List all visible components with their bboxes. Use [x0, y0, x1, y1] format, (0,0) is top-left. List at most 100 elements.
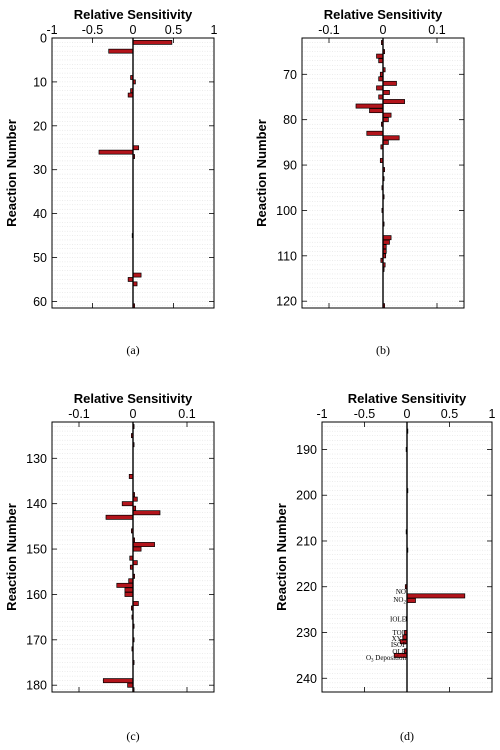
y-tick-label: 10 — [33, 75, 47, 89]
x-tick-label: -0.5 — [354, 407, 376, 421]
x-tick-label: 0.1 — [178, 407, 195, 421]
x-axis-title: Relative Sensitivity — [74, 391, 193, 406]
chart-panel-2: -0.1 0 0.1 70 80 90 100 110 120 Relative Sensitiv… — [254, 7, 465, 357]
bar-reaction-80 — [382, 117, 389, 123]
y-axis-title: Reaction Number — [254, 119, 269, 227]
bar-reaction-150 — [132, 546, 142, 552]
y-tick-label: 190 — [296, 443, 317, 457]
y-axis-title: Reaction Number — [4, 119, 19, 227]
x-tick-label: -0.1 — [68, 407, 90, 421]
bar-reaction-74 — [382, 90, 390, 95]
bar-reaction-84 — [382, 135, 400, 141]
x-axis-title: Relative Sensitivity — [74, 7, 193, 22]
bar-reaction-85 — [382, 139, 389, 145]
bar-reaction-143 — [105, 514, 134, 520]
bar-reaction-66 — [376, 53, 384, 59]
x-tick-label: 0.1 — [428, 23, 445, 37]
x-tick-label: 0 — [404, 407, 411, 421]
x-tick-label: 0.5 — [441, 407, 458, 421]
y-tick-label: 200 — [296, 489, 317, 503]
y-axis-title: Reaction Number — [274, 503, 289, 611]
bar-reaction-106 — [382, 235, 392, 241]
bar-reaction-160 — [124, 591, 134, 597]
panel-caption: (c) — [126, 729, 139, 743]
bar-reaction-140 — [121, 501, 134, 507]
bar-reaction-107 — [382, 239, 390, 245]
bar-annotation: TOL — [393, 629, 406, 637]
chart-panel-4: -1 -0.5 0 0.5 1 190 200 210 220 230 240 Relative Se… — [274, 391, 496, 743]
bar-annotation: IOLE — [390, 615, 406, 623]
y-tick-label: 70 — [283, 68, 297, 82]
bar-annotation: ISOP — [391, 641, 406, 649]
y-tick-label: 20 — [33, 119, 47, 133]
panel-caption: (d) — [400, 729, 414, 743]
y-tick-label: 150 — [26, 543, 47, 557]
bar-reaction-3 — [108, 48, 134, 54]
bar-reaction-25 — [132, 145, 140, 151]
panel-caption: (b) — [376, 343, 390, 357]
x-axis-title: Relative Sensitivity — [324, 7, 443, 22]
bar-reaction-158 — [116, 582, 134, 588]
bar-reaction-149 — [132, 542, 155, 547]
y-tick-label: 110 — [277, 249, 297, 263]
bar-reaction-162 — [132, 601, 139, 606]
bar-reaction-72 — [382, 80, 397, 86]
bar-reaction-79 — [382, 112, 392, 118]
bar-annotation: XYL — [392, 635, 406, 643]
x-tick-label: -1 — [316, 407, 327, 421]
y-tick-label: 50 — [33, 251, 47, 265]
panel-caption: (a) — [126, 343, 139, 357]
y-tick-label: 90 — [283, 159, 297, 173]
x-tick-label: -1 — [46, 23, 57, 37]
y-tick-label: 30 — [33, 163, 47, 177]
x-tick-label: 1 — [211, 23, 218, 37]
y-tick-label: 130 — [26, 452, 47, 466]
bar-reaction-142 — [132, 510, 161, 516]
y-tick-label: 180 — [26, 679, 47, 693]
bar-reaction-83 — [366, 130, 384, 136]
chart-panel-3: -0.1 0 0.1 130 140 150 160 170 180 Relative Sensi… — [4, 391, 215, 743]
bar-annotation: NO2 — [393, 596, 406, 606]
y-tick-label: 140 — [26, 497, 47, 511]
y-tick-label: 0 — [40, 32, 47, 46]
x-tick-label: 0.5 — [165, 23, 182, 37]
y-tick-label: 240 — [296, 672, 317, 686]
bar-reaction-180 — [127, 682, 134, 688]
y-tick-label: 230 — [296, 626, 317, 640]
bar-reaction-1 — [132, 40, 173, 45]
x-tick-label: -0.1 — [318, 23, 340, 37]
x-tick-label: -0.5 — [82, 23, 104, 37]
x-tick-label: 0 — [130, 407, 137, 421]
y-axis-title: Reaction Number — [4, 503, 19, 611]
y-tick-label: 100 — [276, 204, 297, 218]
y-tick-label: 120 — [276, 295, 297, 309]
y-tick-label: 210 — [296, 534, 317, 548]
y-tick-label: 40 — [33, 207, 47, 221]
bar-reaction-159 — [124, 587, 134, 593]
x-tick-label: 0 — [130, 23, 137, 37]
bar-reaction-55 — [127, 277, 134, 282]
bar-reaction-76 — [382, 99, 405, 104]
x-tick-label: 1 — [489, 407, 496, 421]
y-tick-label: 60 — [33, 295, 47, 309]
x-axis-title: Relative Sensitivity — [348, 391, 467, 406]
bar-reaction-179 — [102, 678, 134, 684]
y-tick-label: 160 — [26, 588, 47, 602]
x-tick-label: 0 — [380, 23, 387, 37]
bar-reaction-77 — [355, 103, 384, 109]
y-tick-label: 220 — [296, 580, 317, 594]
bar-reaction-78 — [369, 108, 384, 114]
y-tick-label: 80 — [283, 113, 297, 127]
bar-annotation: OLE — [392, 648, 406, 656]
bar-reaction-13 — [127, 92, 134, 98]
y-tick-label: 170 — [26, 633, 47, 647]
bar-reaction-223 — [406, 598, 416, 603]
bar-reaction-26 — [98, 149, 134, 155]
bar-reaction-54 — [132, 272, 142, 278]
bar-annotation: O3 Deposition — [366, 654, 407, 664]
bar-reaction-73 — [376, 85, 384, 91]
bar-annotation: NO — [396, 588, 406, 596]
bar-reaction-222 — [406, 593, 466, 599]
